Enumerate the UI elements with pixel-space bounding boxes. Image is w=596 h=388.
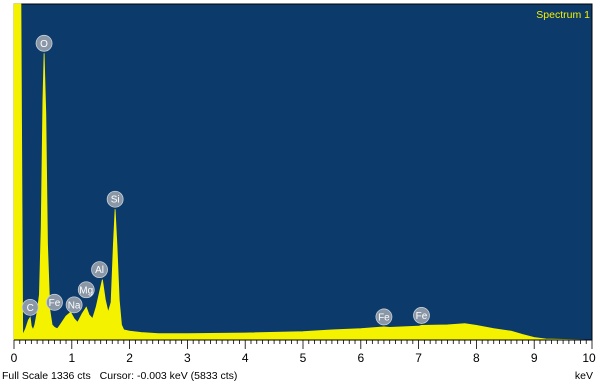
peak-label-al: Al — [91, 261, 108, 279]
peak-label-na: Na — [65, 296, 83, 314]
peak-label-fe: Fe — [413, 307, 430, 324]
x-tick-label: 10 — [582, 351, 596, 365]
peak-label-text: Fe — [378, 312, 390, 323]
cursor-readout: Cursor: -0.003 keV (5833 cts) — [99, 370, 238, 382]
peak-label-circle — [106, 190, 124, 208]
full-scale-readout: Full Scale 1336 cts — [2, 370, 91, 382]
peak-label-circle — [35, 34, 53, 52]
x-tick-label: 4 — [242, 351, 249, 365]
peak-label-circle — [46, 293, 63, 311]
chart-title: Spectrum 1 — [536, 9, 590, 21]
x-tick-label: 7 — [415, 351, 422, 365]
peak-label-circle — [91, 261, 108, 279]
peak-label-text: C — [27, 303, 34, 314]
peak-label-text: Al — [95, 265, 104, 276]
x-tick-label: 8 — [473, 351, 480, 365]
x-tick-label: 1 — [68, 351, 75, 365]
peak-label-text: Mg — [79, 285, 93, 296]
peak-label-o: O — [35, 34, 53, 52]
peak-label-text: Fe — [416, 311, 428, 322]
peak-label-fe: Fe — [375, 308, 393, 326]
peak-label-fe: Fe — [46, 293, 63, 311]
peak-label-circle — [77, 281, 95, 299]
peak-label-circle — [413, 307, 430, 324]
peak-label-text: Fe — [49, 298, 61, 309]
peak-label-circle — [65, 296, 83, 314]
peak-label-text: O — [40, 39, 48, 50]
plot-background — [13, 3, 593, 341]
x-tick-label: 3 — [184, 351, 191, 365]
x-tick-label: 5 — [300, 351, 307, 365]
x-axis-unit: keV — [574, 370, 593, 382]
x-tick-label: 6 — [357, 351, 364, 365]
peak-label-circle — [21, 298, 39, 316]
x-tick-label: 9 — [531, 351, 538, 365]
x-tick-label: 0 — [11, 351, 18, 365]
spectrum-area — [13, 3, 593, 341]
x-tick-label: 2 — [126, 351, 133, 365]
peak-label-mg: Mg — [77, 281, 95, 299]
peak-label-si: Si — [106, 190, 124, 208]
peak-label-circle — [375, 308, 393, 326]
peak-label-c: C — [21, 298, 39, 316]
status-bar: Full Scale 1336 cts Cursor: -0.003 keV (… — [2, 370, 243, 382]
peak-label-text: Na — [68, 300, 81, 311]
peak-label-text: Si — [111, 195, 120, 206]
